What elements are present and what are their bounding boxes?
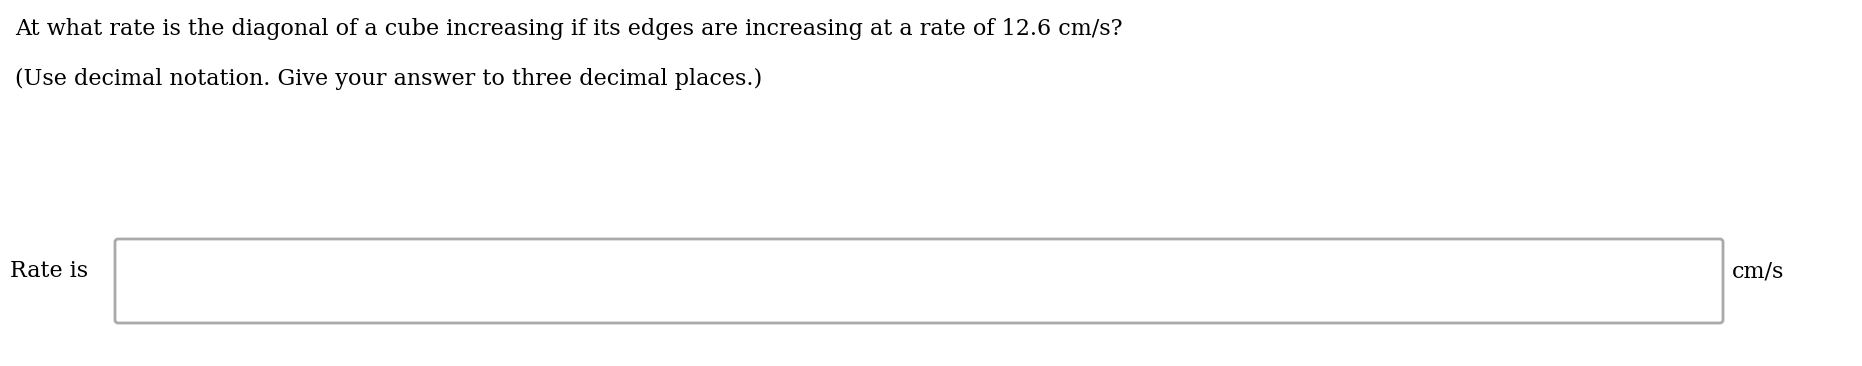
Text: Rate is: Rate is [9, 260, 88, 282]
Text: (Use decimal notation. Give your answer to three decimal places.): (Use decimal notation. Give your answer … [15, 68, 762, 90]
FancyBboxPatch shape [115, 239, 1722, 323]
Text: At what rate is the diagonal of a cube increasing if its edges are increasing at: At what rate is the diagonal of a cube i… [15, 18, 1123, 40]
Text: cm/s: cm/s [1732, 260, 1784, 282]
